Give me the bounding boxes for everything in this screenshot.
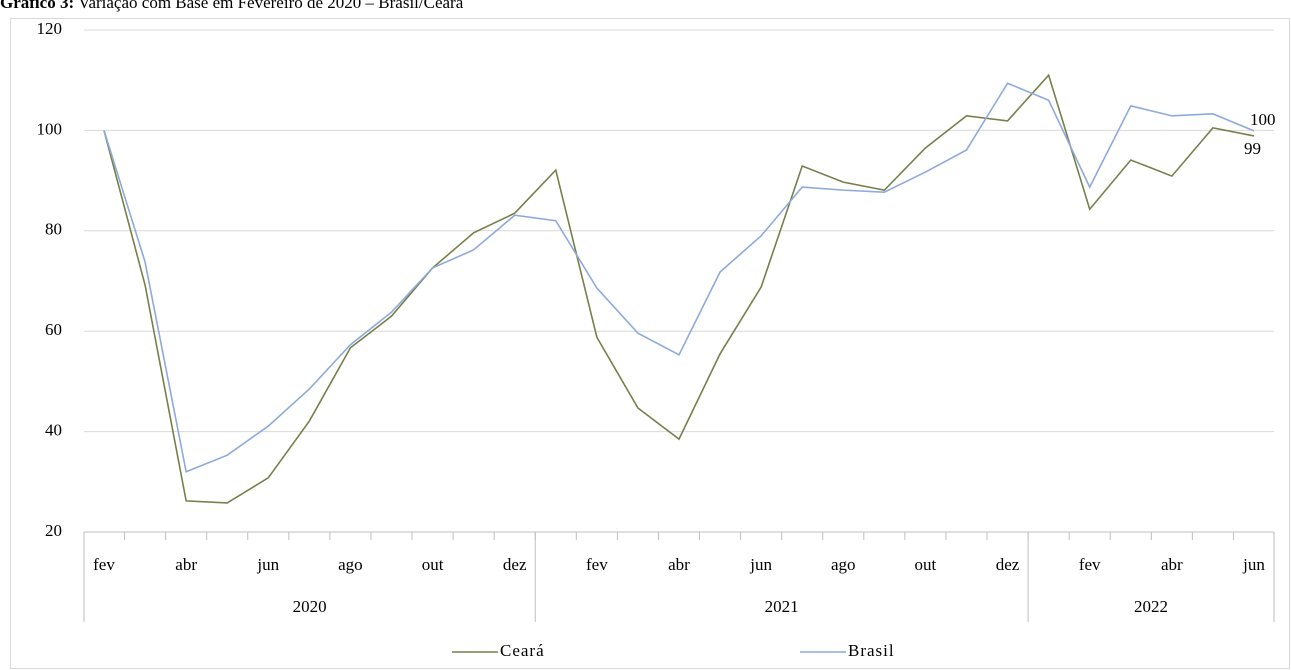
chart-frame xyxy=(10,18,1290,669)
x-tick-label: fev xyxy=(586,555,608,574)
group-label: 2021 xyxy=(765,597,799,616)
y-tick-label: 100 xyxy=(37,119,63,138)
x-tick-label: fev xyxy=(93,555,115,574)
subtitle: Variação com Base em Fevereiro de 2020 –… xyxy=(78,0,464,12)
x-tick-label: out xyxy=(422,555,444,574)
series-line xyxy=(103,82,1255,473)
series-line xyxy=(103,73,1255,504)
x-tick-label: fev xyxy=(1079,555,1101,574)
x-tick-label: jun xyxy=(256,555,279,574)
x-tick-label: dez xyxy=(503,555,527,574)
y-tick-label: 60 xyxy=(45,320,62,339)
x-tick-label: jun xyxy=(1242,555,1265,574)
x-tick-label: ago xyxy=(338,555,363,574)
x-tick-label: dez xyxy=(996,555,1020,574)
x-tick-label: abr xyxy=(1161,555,1183,574)
group-label: 2020 xyxy=(293,597,327,616)
y-tick-label: 20 xyxy=(45,521,62,540)
legend-label: Ceará xyxy=(500,641,545,660)
x-tick-label: ago xyxy=(831,555,856,574)
x-tick-label: abr xyxy=(668,555,690,574)
title: Gráfico 3: xyxy=(0,0,74,12)
x-tick-label: jun xyxy=(749,555,772,574)
x-tick-label: abr xyxy=(175,555,197,574)
x-tick-label: out xyxy=(915,555,937,574)
data-label: 100 xyxy=(1250,110,1276,129)
y-tick-label: 120 xyxy=(37,19,63,38)
y-tick-label: 40 xyxy=(45,421,62,440)
legend-label: Brasil xyxy=(848,641,895,660)
group-label: 2022 xyxy=(1134,597,1168,616)
chart-title: Gráfico 3: Variação com Base em Fevereir… xyxy=(0,0,464,12)
y-tick-label: 80 xyxy=(45,220,62,239)
data-label: 99 xyxy=(1244,139,1261,158)
